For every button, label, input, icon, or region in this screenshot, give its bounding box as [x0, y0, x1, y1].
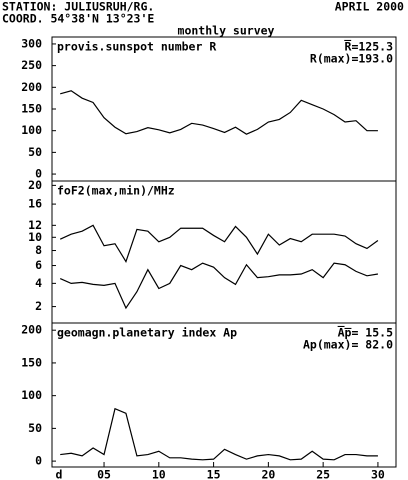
panel-title: foF2(max,min)/MHz: [57, 184, 175, 198]
y-tick-label: 150: [21, 355, 42, 369]
x-tick-label: 15: [207, 468, 221, 480]
y-tick-label: 10: [28, 230, 42, 244]
y-tick-label: 2: [35, 299, 42, 313]
subtitle: monthly survey: [178, 24, 275, 38]
y-tick-label: 20: [28, 178, 42, 192]
x-tick-label: 30: [371, 468, 385, 480]
x-tick-label: 25: [316, 468, 330, 480]
data-line: [60, 407, 378, 461]
annotation: R(max)=193.0: [310, 52, 393, 66]
panel-frame: [51, 322, 397, 468]
y-tick-label: 50: [28, 421, 42, 435]
annotation: R̅=125.3: [344, 39, 393, 53]
data-line: [59, 262, 379, 310]
y-tick-label: 16: [28, 197, 42, 211]
y-tick-label: 6: [35, 258, 42, 272]
panel-title: provis.sunspot number R: [57, 40, 216, 54]
y-tick-label: 200: [21, 80, 42, 94]
data-line: [60, 90, 378, 135]
y-tick-label: 150: [21, 102, 42, 116]
y-tick-label: 300: [21, 36, 42, 50]
x-tick-label: 10: [152, 468, 166, 480]
y-tick-label: 100: [21, 388, 42, 402]
y-tick-label: 250: [21, 58, 42, 72]
x-tick-label: 05: [97, 468, 111, 480]
panel-title: geomagn.planetary index Ap: [57, 326, 237, 340]
coord: COORD. 54°38'N 13°23'E: [2, 12, 154, 26]
y-tick-label: 4: [35, 276, 42, 290]
panel-frame: [51, 180, 397, 324]
y-tick-label: 50: [28, 145, 42, 159]
x-axis-label: d: [56, 468, 63, 480]
y-tick-label: 12: [28, 218, 42, 232]
y-tick-label: 200: [21, 323, 42, 337]
y-tick-label: 8: [35, 243, 42, 257]
y-tick-label: 100: [21, 123, 42, 137]
y-tick-label: 0: [35, 167, 42, 181]
x-tick-label: 20: [261, 468, 275, 480]
annotation: Ap(max)= 82.0: [303, 338, 393, 352]
data-line: [59, 224, 379, 263]
y-tick-label: 0: [35, 454, 42, 468]
annotation: A̅p̅= 15.5: [338, 325, 393, 339]
date: APRIL 2000: [335, 0, 404, 14]
station: STATION: JULIUSRUH/RG.: [2, 0, 154, 14]
